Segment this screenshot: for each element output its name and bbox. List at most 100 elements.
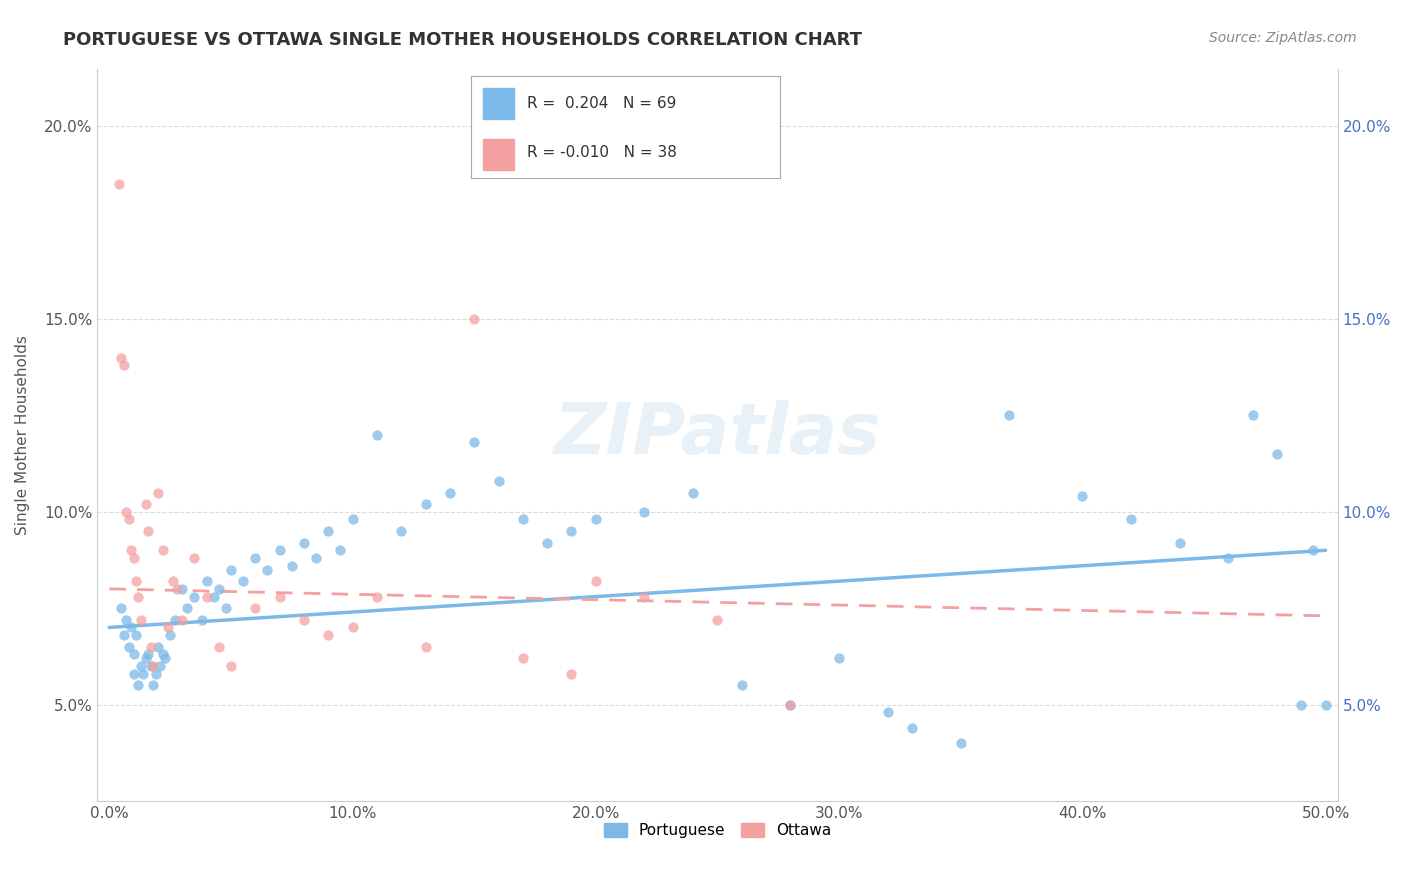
Text: ZIPatlas: ZIPatlas — [554, 401, 882, 469]
Point — [585, 512, 607, 526]
Point — [215, 601, 238, 615]
Point — [232, 574, 254, 589]
Point — [122, 648, 145, 662]
Point — [219, 659, 242, 673]
Point — [828, 651, 851, 665]
Point — [159, 628, 181, 642]
Point — [202, 590, 225, 604]
Point — [139, 640, 162, 654]
Point — [389, 524, 412, 538]
Point — [127, 590, 149, 604]
Point — [998, 409, 1021, 423]
Y-axis label: Single Mother Households: Single Mother Households — [15, 334, 30, 534]
Point — [280, 558, 302, 573]
FancyBboxPatch shape — [484, 88, 515, 119]
Point — [152, 543, 174, 558]
Point — [136, 524, 159, 538]
Point — [245, 551, 267, 566]
Point — [190, 613, 212, 627]
Point — [132, 666, 155, 681]
Point — [706, 613, 728, 627]
Point — [415, 640, 437, 654]
Point — [1265, 447, 1288, 461]
Point — [342, 512, 364, 526]
Point — [115, 613, 138, 627]
Text: R = -0.010   N = 38: R = -0.010 N = 38 — [527, 145, 676, 161]
Point — [876, 705, 898, 719]
Point — [139, 659, 162, 673]
Point — [146, 640, 169, 654]
Point — [1315, 698, 1337, 712]
Point — [136, 648, 159, 662]
Point — [269, 590, 291, 604]
Point — [162, 574, 184, 589]
Point — [1071, 489, 1094, 503]
Point — [163, 613, 186, 627]
Point — [316, 524, 339, 538]
Point — [779, 698, 801, 712]
Point — [731, 678, 754, 692]
Legend: Portuguese, Ottawa: Portuguese, Ottawa — [598, 817, 837, 845]
Point — [536, 535, 558, 549]
Point — [145, 666, 167, 681]
Point — [110, 601, 132, 615]
Point — [366, 590, 388, 604]
Point — [155, 651, 177, 665]
Point — [560, 666, 582, 681]
FancyBboxPatch shape — [484, 139, 515, 170]
Point — [292, 613, 315, 627]
Point — [463, 312, 485, 326]
Text: PORTUGUESE VS OTTAWA SINGLE MOTHER HOUSEHOLDS CORRELATION CHART: PORTUGUESE VS OTTAWA SINGLE MOTHER HOUSE… — [63, 31, 862, 49]
Point — [125, 628, 148, 642]
Point — [560, 524, 582, 538]
Point — [292, 535, 315, 549]
Point — [779, 698, 801, 712]
Point — [112, 359, 135, 373]
Point — [245, 601, 267, 615]
Point — [585, 574, 607, 589]
Point — [901, 721, 924, 735]
Point — [1241, 409, 1264, 423]
Point — [1291, 698, 1313, 712]
Point — [1302, 543, 1324, 558]
Point — [110, 351, 132, 365]
Text: Source: ZipAtlas.com: Source: ZipAtlas.com — [1209, 31, 1357, 45]
Point — [633, 505, 655, 519]
Point — [305, 551, 328, 566]
Point — [1168, 535, 1191, 549]
Point — [129, 613, 152, 627]
Point — [183, 590, 205, 604]
Point — [329, 543, 352, 558]
Point — [172, 582, 194, 596]
Point — [146, 485, 169, 500]
Point — [156, 620, 179, 634]
Point — [512, 651, 534, 665]
Point — [108, 177, 131, 191]
Point — [1218, 551, 1240, 566]
Point — [129, 659, 152, 673]
Point — [1119, 512, 1142, 526]
Point — [219, 563, 242, 577]
Point — [166, 582, 188, 596]
Point — [122, 666, 145, 681]
Point — [120, 543, 142, 558]
Point — [512, 512, 534, 526]
Point — [149, 659, 172, 673]
Point — [118, 512, 141, 526]
Point — [208, 640, 231, 654]
Point — [949, 736, 972, 750]
Point — [125, 574, 148, 589]
Point — [115, 505, 138, 519]
Point — [439, 485, 461, 500]
Point — [176, 601, 198, 615]
Point — [142, 678, 165, 692]
Point — [633, 590, 655, 604]
Point — [195, 574, 218, 589]
Point — [122, 551, 145, 566]
Point — [269, 543, 291, 558]
Point — [152, 648, 174, 662]
Point — [135, 497, 157, 511]
Point — [127, 678, 149, 692]
Point — [112, 628, 135, 642]
Point — [366, 427, 388, 442]
